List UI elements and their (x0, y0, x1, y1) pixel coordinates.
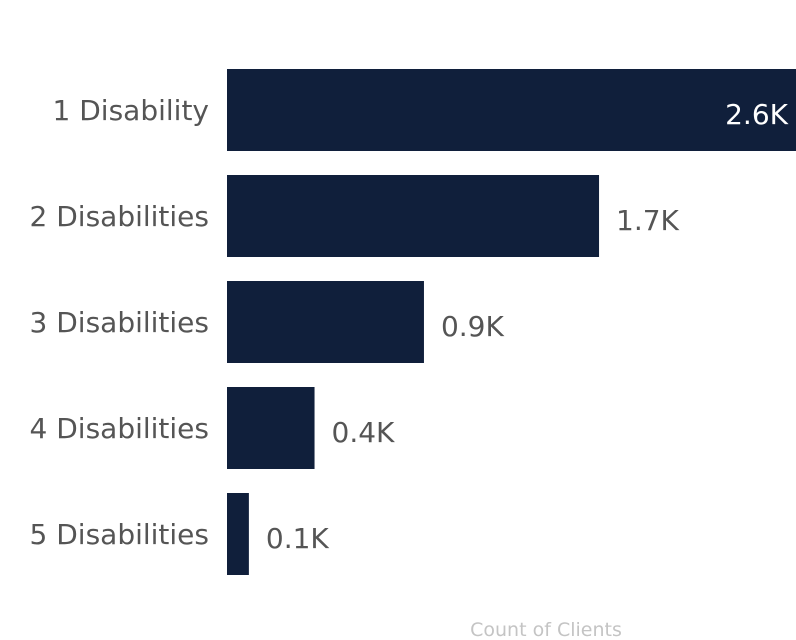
category-labels-group: 1 Disability 2 Disabilities 3 Disabilities… (30, 94, 209, 551)
data-label-1: 2.6K (725, 98, 789, 131)
bars-group (227, 69, 796, 575)
category-label-2: 2 Disabilities (30, 200, 209, 233)
data-label-3: 0.9K (441, 310, 505, 343)
x-axis-title: Count of Clients (470, 619, 622, 640)
category-label-1: 1 Disability (53, 94, 209, 127)
bar-1[interactable] (227, 69, 796, 151)
data-label-4: 0.4K (332, 416, 396, 449)
category-label-4: 4 Disabilities (30, 412, 209, 445)
bar-2[interactable] (227, 175, 600, 257)
bar-3[interactable] (227, 281, 424, 363)
bar-4[interactable] (227, 387, 315, 469)
data-labels-group: 2.6K 1.7K 0.9K 0.4K 0.1K (266, 98, 789, 555)
data-label-5: 0.1K (266, 522, 330, 555)
bar-5[interactable] (227, 493, 249, 575)
data-label-2: 1.7K (616, 204, 680, 237)
category-label-5: 5 Disabilities (30, 518, 209, 551)
category-label-3: 3 Disabilities (30, 306, 209, 339)
